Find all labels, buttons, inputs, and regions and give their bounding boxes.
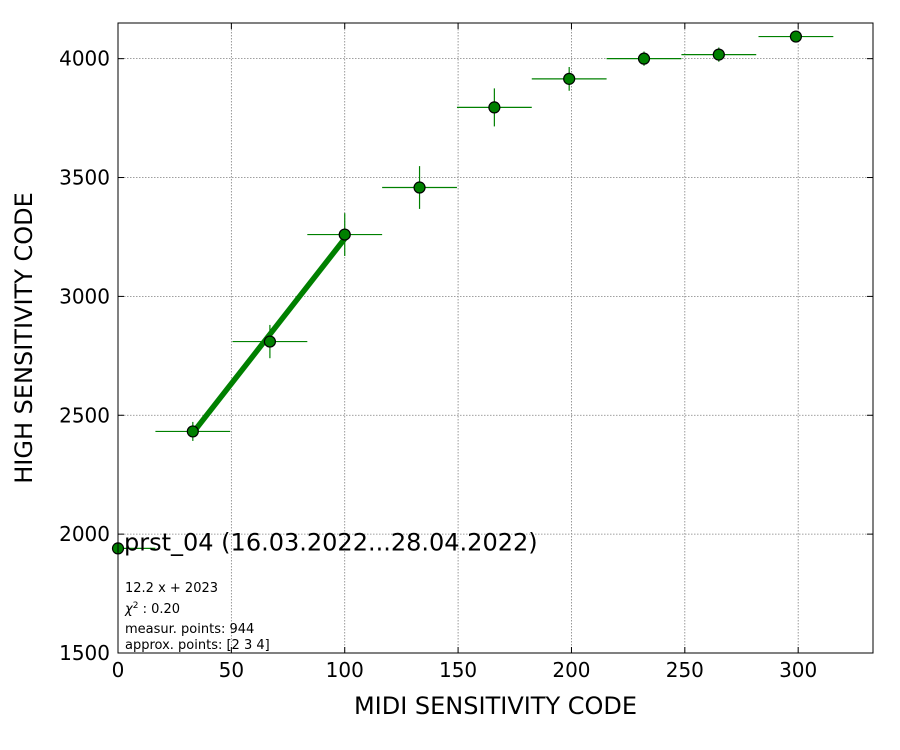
point-marker <box>186 425 199 438</box>
chi2-value: χ2 : 0.20 <box>124 601 180 617</box>
y-tick-label: 3000 <box>59 284 110 308</box>
x-tick-label: 50 <box>219 658 244 682</box>
axis-ticks: 0 50 100 150 200 250 300 1500 2000 2500 3000 3500 40… <box>59 23 873 682</box>
y-tick-label: 1500 <box>59 641 110 665</box>
x-tick-label: 200 <box>552 658 590 682</box>
data-point <box>681 47 757 62</box>
point-marker <box>413 181 426 194</box>
x-axis-label: MIDI SENSITIVITY CODE <box>354 692 637 720</box>
point-marker <box>338 228 351 241</box>
point-marker <box>789 30 803 43</box>
data-point <box>531 66 607 91</box>
data-point <box>758 30 834 43</box>
x-tick-label: 300 <box>779 658 817 682</box>
approx-points-note: approx. points: [2 3 4] <box>125 638 270 653</box>
data-point <box>232 324 308 359</box>
data-point <box>382 166 457 209</box>
fit-formula: 12.2 x + 2023 <box>125 581 218 596</box>
y-tick-label: 4000 <box>59 47 110 71</box>
point-marker <box>263 335 277 348</box>
y-tick-label: 2000 <box>59 522 110 546</box>
y-tick-label: 2500 <box>59 403 110 427</box>
x-tick-label: 250 <box>666 658 704 682</box>
point-marker <box>488 101 501 114</box>
chi2-number: : 0.20 <box>138 602 180 617</box>
x-tick-label: 100 <box>326 658 364 682</box>
plot-frame <box>117 22 874 654</box>
data-point <box>155 421 231 441</box>
data-point <box>307 213 383 256</box>
data-point <box>606 51 682 66</box>
grid <box>117 23 873 654</box>
y-axis-label: HIGH SENSITIVITY CODE <box>10 192 38 484</box>
x-tick-label: 150 <box>439 658 477 682</box>
x-tick-label: 0 <box>112 658 125 682</box>
point-marker <box>637 52 651 65</box>
chi2-exponent: 2 <box>133 601 139 611</box>
measur-points-note: measur. points: 944 <box>125 622 254 637</box>
chi2-symbol: χ <box>124 602 134 617</box>
data-points <box>111 30 834 555</box>
legend-label: prst_04 (16.03.2022...28.04.2022) <box>124 528 538 556</box>
y-tick-label: 3500 <box>59 166 110 190</box>
point-marker <box>712 48 725 61</box>
data-point <box>456 88 532 127</box>
point-marker <box>563 72 576 85</box>
